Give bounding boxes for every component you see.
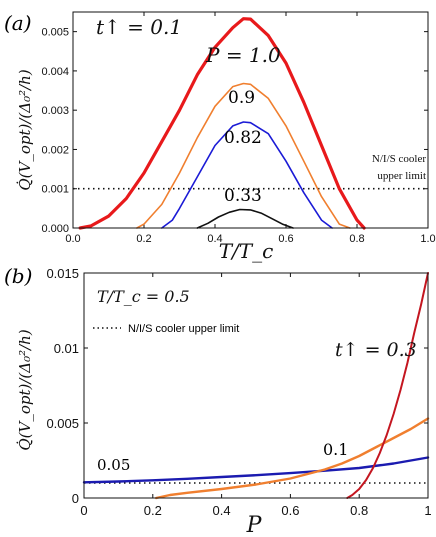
y-tick-label: 0.01 [54, 341, 79, 356]
series-label-0-1: 0.1 [323, 440, 348, 459]
panel-b-frame [83, 272, 429, 499]
ref-line-label-line2: upper limit [377, 170, 426, 182]
y-tick-label: 0.003 [41, 105, 69, 117]
x-tick-label: 1 [424, 503, 431, 518]
series-line-0-33 [196, 208, 294, 229]
y-tick-label: 0.005 [46, 416, 79, 431]
series-label-0-82: 0.82 [224, 128, 262, 148]
series-line-0-3 [346, 272, 429, 499]
x-tick-label: 0.2 [144, 503, 162, 518]
panel-b: 0 0.2 0.4 0.6 0.8 1 0 0.005 0.01 0.015 (b) Q̇(V_o… [4, 264, 432, 537]
panel-a-frame [72, 11, 429, 229]
panel-b-xlabel: P [246, 513, 263, 537]
panel-a-ylabel: Q̇(V_opt)/(Δ₀²/h) [16, 69, 34, 190]
x-tick-label: 0.2 [136, 233, 151, 245]
panel-b-t-up-annotation: t↑ = 0.3 [335, 339, 417, 361]
series-line-0-05 [82, 456, 430, 484]
x-tick-label: 0.8 [350, 503, 368, 518]
series-label-0-05: 0.05 [97, 456, 130, 474]
series-line-0-1 [154, 417, 430, 500]
panel-a-t-up-annotation: t↑ = 0.1 [96, 15, 182, 39]
series-label-0-9: 0.9 [228, 88, 255, 108]
series-line-p-1-0 [78, 17, 366, 230]
panel-a-series [73, 17, 428, 230]
series-label-0-33: 0.33 [224, 186, 262, 206]
x-tick-label: 0 [80, 503, 87, 518]
panel-a-label: (a) [4, 11, 32, 35]
panel-b-ticks: 0 0.2 0.4 0.6 0.8 1 0 0.005 0.01 0.015 [46, 266, 431, 518]
x-tick-label: 0.4 [207, 233, 222, 245]
ref-line-label-line1: N/I/S cooler [372, 153, 426, 165]
x-tick-label: 0.6 [278, 233, 293, 245]
y-tick-label: 0 [72, 491, 79, 506]
panel-a: 0.0 0.2 0.4 0.6 0.8 1.0 0.000 0.001 0.002 0.003 0.… [4, 11, 436, 263]
y-tick-label: 0.002 [41, 144, 69, 156]
panel-b-temp-annotation: T/T_c = 0.5 [97, 287, 190, 306]
x-tick-label: 0.8 [349, 233, 364, 245]
x-tick-label: 0.0 [65, 233, 80, 245]
legend-ref-line-label: N/I/S cooler upper limit [128, 323, 239, 335]
panel-a-xlabel: T/T_c [219, 239, 274, 263]
panel-b-series [82, 272, 430, 500]
y-tick-label: 0.015 [46, 266, 79, 281]
y-tick-label: 0.000 [41, 223, 69, 235]
x-tick-label: 0.4 [213, 503, 231, 518]
x-tick-label: 1.0 [420, 233, 435, 245]
series-line-0-82 [161, 121, 333, 229]
series-line-0-9 [136, 82, 351, 229]
y-tick-label: 0.005 [41, 27, 69, 39]
y-tick-label: 0.004 [41, 66, 69, 78]
panel-b-label: (b) [4, 264, 32, 288]
y-tick-label: 0.001 [41, 184, 69, 196]
series-label-p-1-0: P = 1.0 [205, 43, 281, 67]
panel-b-ylabel: Q̇(V_opt)/(Δ₀²/h) [16, 329, 34, 450]
x-tick-label: 0.6 [281, 503, 299, 518]
